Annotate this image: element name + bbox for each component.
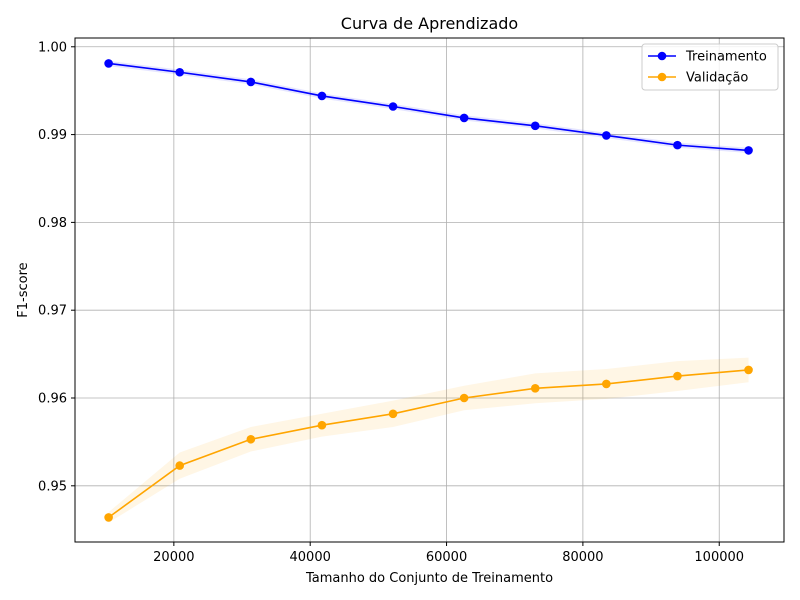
data-point bbox=[246, 77, 256, 87]
data-point bbox=[175, 461, 185, 470]
x-tick-label: 100000 bbox=[694, 550, 744, 565]
y-tick-label: 0.97 bbox=[38, 304, 67, 319]
x-tick-label: 20000 bbox=[153, 550, 194, 565]
y-tick-label: 0.98 bbox=[38, 216, 67, 231]
x-axis-ticks: 20000 40000 60000 80000 100000 bbox=[153, 542, 744, 565]
data-point bbox=[744, 146, 753, 155]
x-tick-label: 60000 bbox=[426, 550, 467, 565]
data-point bbox=[530, 121, 540, 131]
series-lines bbox=[108, 62, 749, 519]
x-tick-label: 40000 bbox=[290, 550, 331, 565]
legend: Treinamento Validação bbox=[641, 43, 779, 91]
y-axis-ticks: 0.95 0.96 0.97 0.98 0.99 1.00 bbox=[38, 40, 75, 494]
data-point bbox=[388, 102, 398, 111]
data-point bbox=[744, 365, 753, 375]
y-axis-label: F1-score bbox=[16, 262, 31, 317]
chart-title: Curva de Aprendizado bbox=[341, 14, 518, 33]
confidence-band-1 bbox=[108, 357, 749, 523]
series-points bbox=[104, 59, 753, 522]
legend-label-1: Validação bbox=[686, 71, 748, 86]
confidence-bands bbox=[108, 60, 749, 523]
y-tick-label: 0.95 bbox=[38, 479, 67, 494]
legend-label-0: Treinamento bbox=[685, 50, 767, 65]
data-point bbox=[459, 393, 469, 403]
data-point bbox=[602, 379, 611, 389]
legend-marker-0 bbox=[657, 51, 667, 61]
data-point bbox=[175, 67, 185, 77]
data-point bbox=[530, 384, 540, 393]
data-point bbox=[673, 140, 682, 150]
y-tick-label: 0.96 bbox=[38, 392, 67, 407]
data-point bbox=[104, 59, 113, 68]
series-line-0 bbox=[108, 62, 749, 152]
data-point bbox=[317, 91, 327, 101]
x-axis-label: Tamanho do Conjunto de Treinamento bbox=[305, 571, 553, 586]
plot-area-frame bbox=[74, 37, 785, 543]
data-point bbox=[602, 131, 611, 140]
y-tick-label: 0.99 bbox=[38, 128, 67, 143]
data-point bbox=[388, 409, 398, 419]
data-point bbox=[317, 420, 327, 430]
data-point bbox=[104, 513, 113, 522]
data-point bbox=[246, 434, 256, 444]
x-tick-label: 80000 bbox=[562, 550, 603, 565]
y-tick-label: 1.00 bbox=[38, 40, 67, 55]
confidence-band-0 bbox=[108, 60, 749, 154]
data-point bbox=[459, 113, 469, 123]
data-point bbox=[673, 371, 682, 381]
legend-marker-1 bbox=[657, 72, 667, 82]
series-line-1 bbox=[108, 369, 749, 519]
